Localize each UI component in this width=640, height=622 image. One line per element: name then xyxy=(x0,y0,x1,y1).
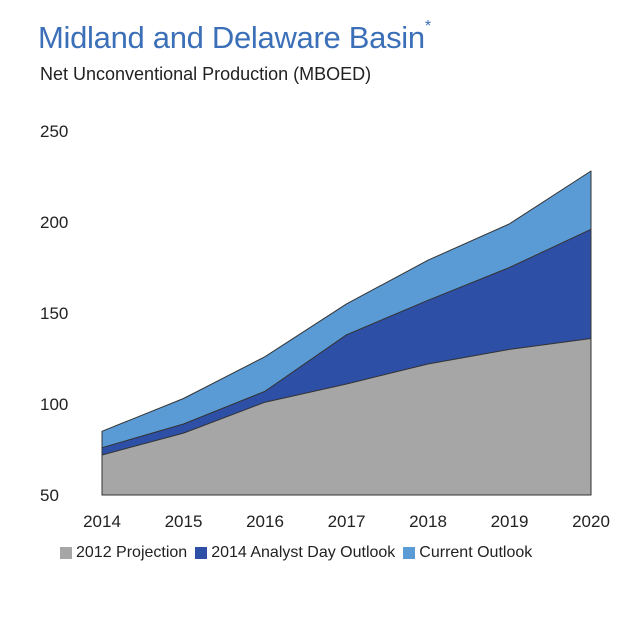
legend-swatch xyxy=(195,547,208,559)
x-tick-label: 2018 xyxy=(409,512,447,531)
y-tick-label: 200 xyxy=(40,213,68,232)
x-tick-label: 2020 xyxy=(572,512,610,531)
chart-title: Midland and Delaware Basin* xyxy=(38,17,431,56)
x-tick-label: 2019 xyxy=(491,512,529,531)
x-tick-label: 2015 xyxy=(165,512,203,531)
x-tick-label: 2016 xyxy=(246,512,284,531)
chart-legend: 2012 Projection 2014 Analyst Day Outlook C… xyxy=(60,544,540,562)
legend-label: 2012 Projection xyxy=(76,544,188,561)
y-axis-ticks: 50 100 150 200 250 xyxy=(40,122,68,505)
legend-item: 2012 Projection xyxy=(60,544,187,562)
y-tick-label: 100 xyxy=(40,395,68,414)
legend-label: Current Outlook xyxy=(419,544,533,561)
legend-item: Current Outlook xyxy=(403,544,532,562)
y-tick-label: 150 xyxy=(40,304,68,323)
title-asterisk: * xyxy=(424,17,431,35)
area-series-group xyxy=(101,170,592,496)
chart-subtitle: Net Unconventional Production (MBOED) xyxy=(40,64,372,84)
y-tick-label: 50 xyxy=(40,486,59,505)
area-2012-projection xyxy=(101,338,592,496)
legend-label: 2014 Analyst Day Outlook xyxy=(211,544,396,561)
y-tick-label: 250 xyxy=(40,122,68,141)
legend-swatch xyxy=(60,547,72,559)
x-tick-label: 2014 xyxy=(83,512,121,531)
chart-title-text: Midland and Delaware Basin xyxy=(38,20,425,55)
x-axis-ticks: 2014 2015 2016 2017 2018 2019 2020 xyxy=(83,512,610,531)
legend-swatch xyxy=(403,547,416,559)
legend-item: 2014 Analyst Day Outlook xyxy=(195,544,395,562)
x-tick-label: 2017 xyxy=(328,512,366,531)
